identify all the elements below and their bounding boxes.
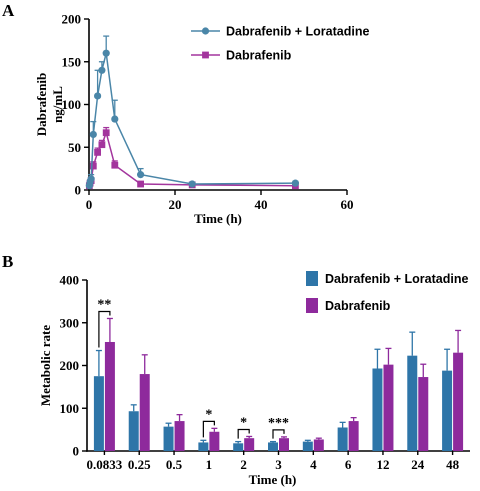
x-tick-label: 40 [255,197,268,212]
x-axis-label: Time (h) [194,211,242,226]
data-point [137,180,144,188]
y-tick-label: 100 [62,97,82,112]
x-tick-label: 0.0833 [87,457,123,472]
x-tick-label: 3 [275,457,282,472]
legend-label: Dabrafenib [325,299,391,313]
bar-series-1 [163,426,174,451]
series-line [88,130,296,187]
bar-series-2 [139,374,150,451]
x-tick-label: 12 [376,457,389,472]
legend-label: Dabrafenib + Loratadine [226,25,369,39]
bar-series-2 [279,438,289,451]
data-point [291,179,299,187]
y-tick-label: 200 [60,358,80,373]
bar-series-2 [313,439,324,451]
data-point [89,162,97,170]
legend-swatch [306,298,318,313]
bar-series-1 [268,442,278,451]
legend: Dabrafenib + Loratadine Dabrafenib [306,271,468,313]
bar-series-2 [418,377,429,451]
series-2 [85,126,299,190]
bar-series-2 [174,421,185,451]
legend-label: Dabrafenib + Loratadine [325,272,468,286]
legend-marker [202,51,209,59]
significance-bracket [237,428,250,439]
data-point [94,92,102,100]
legend-marker [201,27,210,35]
x-tick-label: 6 [345,457,352,472]
panel-label-b: B [2,252,13,271]
x-tick-label: 20 [169,197,182,212]
y-tick-label: 150 [62,54,82,69]
x-tick-label: 0.5 [166,457,183,472]
legend-swatch [306,271,318,286]
bar-series-2 [348,421,359,451]
bar-series-2 [209,431,220,451]
significance-bracket [202,420,215,438]
x-tick-label: 0.25 [128,457,151,472]
bar-series-1 [302,441,313,451]
legend-label: Dabrafenib [226,49,292,63]
y-tick-label: 300 [60,315,80,330]
x-tick-label: 60 [341,197,354,212]
significance-label: ** [97,297,111,312]
significance-bracket [98,310,111,348]
x-tick-label: 0 [86,197,93,212]
bar-series-1 [372,368,383,451]
x-tick-label: 4 [310,457,317,472]
bar-series-1 [337,427,348,451]
y-tick-label: 50 [68,140,81,155]
panel-label-a: A [2,1,15,20]
data-point [188,180,196,188]
data-point [137,171,145,179]
x-tick-label: 24 [411,457,425,472]
y-tick-label: 200 [62,12,82,27]
bar-series-2 [453,352,464,451]
data-point [94,148,101,156]
bar-series-1 [407,355,418,451]
y-tick-label: 0 [73,444,80,459]
bar-series-1 [93,376,104,451]
data-point [111,115,119,123]
series-1 [85,35,299,190]
data-point [98,66,106,74]
x-axis-label: Time (h) [249,472,297,487]
data-point [102,49,110,57]
y-axis-label-line: ng/mL [50,86,65,123]
bar-series-1 [442,370,453,451]
x-tick-label: 48 [446,457,460,472]
y-axis-label: Dabrafenibng/mL [34,73,65,137]
series-line [88,53,296,186]
x-tick-label: 1 [206,457,213,472]
significance-bracket [272,429,285,439]
bar-series-2 [104,341,115,451]
data-point [111,161,119,169]
y-tick-label: 0 [75,183,82,198]
x-tick-label: 2 [240,457,247,472]
legend: Dabrafenib + Loratadine Dabrafenib [191,25,369,63]
data-point [102,129,110,137]
bar-series-1 [128,411,139,451]
y-axis-label-line: Dabrafenib [34,73,49,137]
y-tick-label: 100 [60,401,80,416]
y-axis-label: Metabolic rate [38,325,53,406]
data-point [89,130,97,139]
significance-label: *** [268,416,289,431]
significance-label: * [205,407,212,422]
y-tick-label: 400 [60,273,80,288]
bar-series-1 [233,443,244,451]
bar-series-1 [198,442,209,451]
data-point [98,141,106,149]
significance-label: * [240,415,247,430]
data-point [87,175,95,183]
bar-series-2 [244,438,255,451]
bar-series-2 [383,364,394,451]
